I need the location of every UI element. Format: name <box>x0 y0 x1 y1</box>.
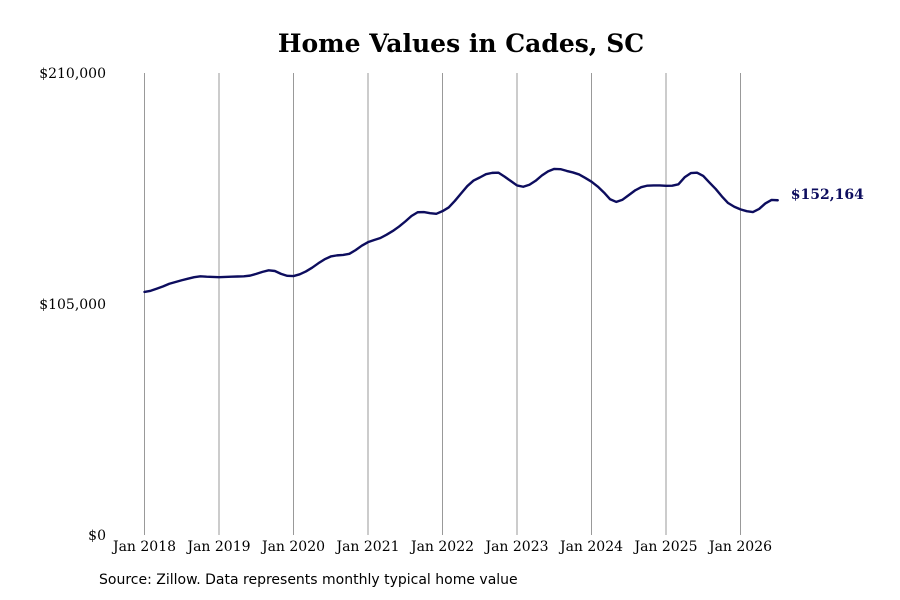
x-tick-label: Jan 2025 <box>632 539 697 555</box>
gridlines <box>144 73 741 535</box>
end-value-label: $152,164 <box>791 187 864 203</box>
x-axis-tick-labels: Jan 2018 Jan 2019 Jan 2020 Jan 2021 Jan 2022… <box>111 539 772 555</box>
y-tick-label: $210,000 <box>39 66 106 82</box>
source-note: Source: Zillow. Data represents monthly … <box>99 572 518 588</box>
x-tick-label: Jan 2019 <box>185 539 250 555</box>
series-line-home-value <box>143 167 779 294</box>
x-tick-label: Jan 2020 <box>260 539 325 555</box>
x-tick-label: Jan 2024 <box>558 539 623 555</box>
y-tick-label: $0 <box>88 528 106 544</box>
x-tick-label: Jan 2018 <box>111 539 176 555</box>
x-tick-label: Jan 2023 <box>483 539 548 555</box>
y-axis-tick-labels: $0 $105,000 $210,000 <box>39 66 106 544</box>
x-tick-label: Jan 2021 <box>334 539 399 555</box>
x-tick-label: Jan 2026 <box>707 539 772 555</box>
chart-title: Home Values in Cades, SC <box>278 29 644 58</box>
y-tick-label: $105,000 <box>39 297 106 313</box>
x-tick-label: Jan 2022 <box>409 539 474 555</box>
